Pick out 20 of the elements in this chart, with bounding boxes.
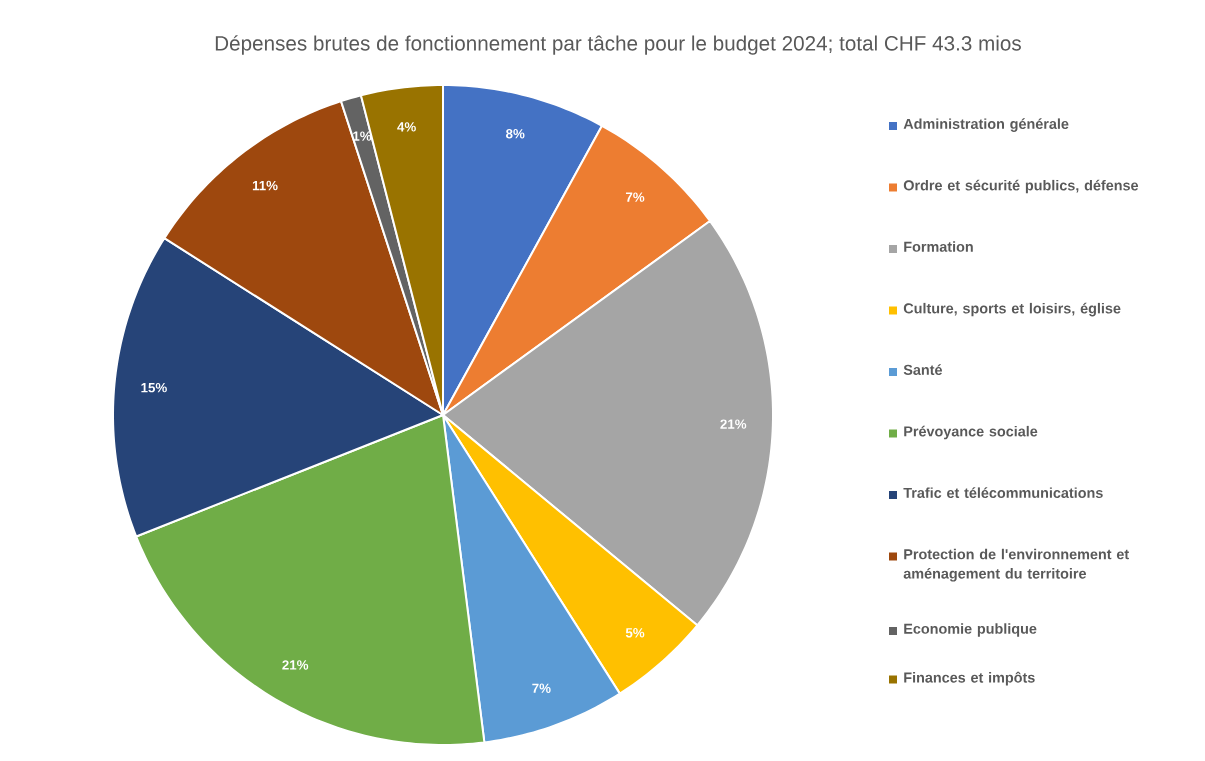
data-label: 4%: [397, 122, 416, 132]
legend-label: Santé: [903, 364, 943, 375]
chart-title: Dépenses brutes de fonctionnement par tâche pour le budget 2024; total CHF 43.3 mios: [215, 35, 1021, 55]
data-label: 5%: [625, 628, 645, 638]
legend-label: Protection de l'environnement et aménagement du territoire: [903, 548, 1129, 582]
data-label: 15%: [141, 382, 167, 393]
legend-label: Formation: [904, 241, 973, 252]
data-label: 11%: [252, 180, 278, 191]
legend-label: Prévoyance sociale: [904, 425, 1038, 440]
data-label: 21%: [282, 660, 309, 670]
data-label: 21%: [720, 419, 747, 429]
data-label: 7%: [625, 192, 645, 202]
legend-label: Economie publique: [904, 623, 1037, 637]
data-label: 8%: [506, 129, 525, 139]
legend-label: Finances et impôts: [904, 671, 1035, 686]
legend-label: Ordre et sécurité publics, défense: [903, 179, 1139, 194]
legend-label: Trafic et télécommunications: [903, 487, 1103, 498]
data-label: 7%: [532, 683, 551, 693]
legend-label: Culture, sports et loisirs, église: [903, 302, 1121, 317]
legend-label: Administration générale: [903, 118, 1069, 132]
